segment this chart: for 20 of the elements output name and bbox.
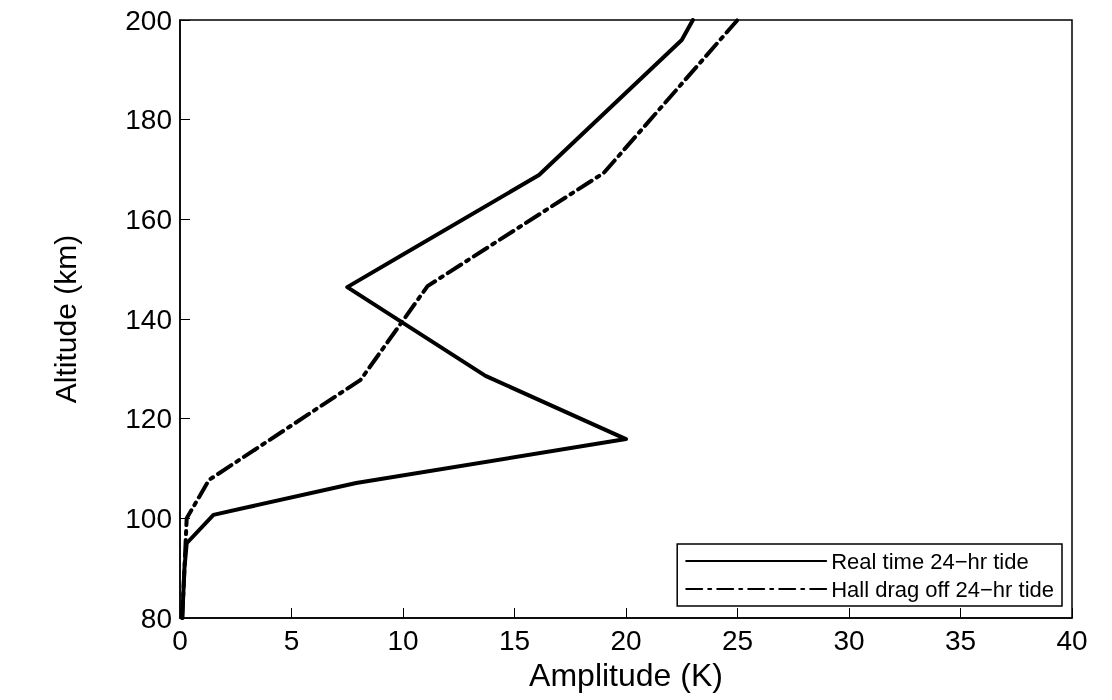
x-tick-label: 40 — [1056, 624, 1088, 656]
y-tick-label: 80 — [140, 602, 172, 634]
y-tick-label: 140 — [125, 303, 172, 335]
y-tick-label: 160 — [125, 203, 172, 235]
x-tick-label: 20 — [610, 624, 642, 656]
text: Hall drag off 24−hr tide — [831, 576, 1054, 602]
x-tick-label: 0 — [172, 624, 188, 656]
x-tick-label: 35 — [944, 624, 977, 656]
x-tick-label: 15 — [498, 624, 531, 656]
x-tick-label: 25 — [721, 624, 754, 656]
x-tick-label: 5 — [283, 624, 300, 656]
y-tick-label: 200 — [125, 4, 172, 36]
text: Real time 24−hr tide — [831, 548, 1029, 574]
y-tick-label: 180 — [125, 104, 172, 136]
x-tick-label: 10 — [387, 624, 419, 656]
y-axis-title: Altitude (km) — [48, 234, 82, 404]
x-tick-label: 30 — [833, 624, 865, 656]
y-tick-label: 100 — [125, 502, 172, 534]
x-axis-title: Amplitude (K) — [529, 656, 723, 693]
y-tick-label: 120 — [125, 403, 172, 435]
